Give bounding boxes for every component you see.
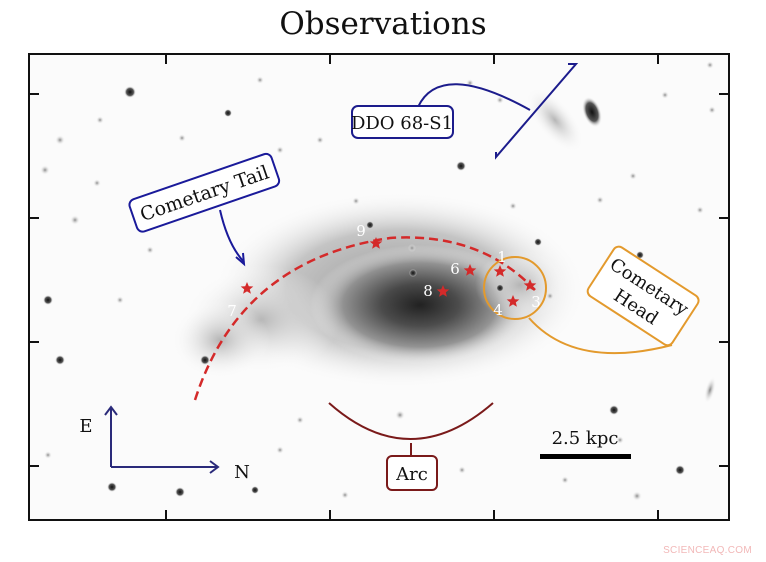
field-stars (40, 61, 716, 501)
marker-label-1: 1 (497, 248, 507, 266)
figure-title: Observations (279, 6, 487, 42)
star-marker-4 (506, 295, 520, 307)
image-frame (28, 53, 730, 521)
star-marker-1 (493, 265, 507, 277)
star-marker-8 (436, 285, 450, 297)
marker-label-7: 7 (227, 302, 237, 320)
star-marker-9 (369, 237, 383, 249)
marker-label-3: 3 (531, 293, 541, 311)
star-markers (240, 237, 537, 307)
compass-east-label: E (79, 416, 92, 437)
star-marker-7 (240, 282, 254, 294)
cometary-dashed-arc (193, 236, 536, 401)
watermark: SCIENCEAQ.COM (663, 545, 752, 556)
marker-label-6: 6 (450, 260, 460, 278)
star-marker-labels: 1 3 4 6 7 8 9 (227, 222, 541, 320)
marker-label-4: 4 (493, 301, 503, 319)
scale-bar (540, 454, 631, 459)
arc-label: Arc (395, 464, 428, 485)
compass (104, 405, 220, 474)
cometary-head-annotation: Cometary Head (483, 245, 700, 355)
star-marker-6 (463, 264, 477, 276)
marker-label-8: 8 (423, 282, 433, 300)
ddo68-s1-annotation (351, 63, 579, 160)
star-marker-3 (523, 279, 537, 291)
compass-north-label: N (234, 462, 250, 483)
ddo68-s1-label: DDO 68-S1 (351, 113, 453, 134)
arc-annotation: Arc (328, 402, 494, 491)
scale-bar-label: 2.5 kpc (552, 428, 619, 449)
marker-label-9: 9 (356, 222, 366, 240)
